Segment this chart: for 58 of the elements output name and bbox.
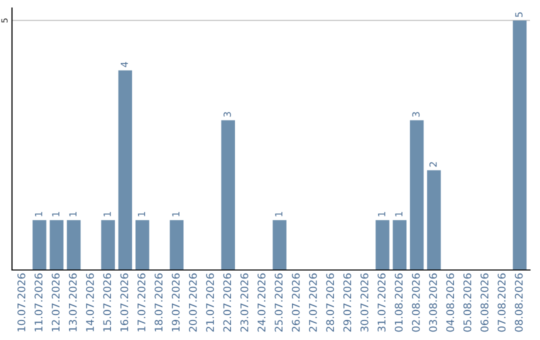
x-tick-label: 24.07.2026 <box>258 273 266 332</box>
x-tick-label: 25.07.2026 <box>274 273 283 332</box>
bar <box>118 70 132 270</box>
bar <box>410 120 424 270</box>
data-label: 1 <box>172 212 180 216</box>
x-tick-label: 11.07.2026 <box>34 273 42 332</box>
data-label: 1 <box>395 212 402 216</box>
bar <box>50 220 64 270</box>
data-label: 5 <box>515 12 523 17</box>
x-tick-label: 29.07.2026 <box>343 273 352 332</box>
data-label: 2 <box>429 162 437 167</box>
data-label: 1 <box>69 212 76 216</box>
x-tick-label: 12.07.2026 <box>52 273 60 332</box>
data-label: 1 <box>378 212 386 216</box>
x-tick-label: 13.07.2026 <box>68 273 77 332</box>
x-tick-label: 15.07.2026 <box>103 273 112 332</box>
x-tick-label: 14.07.2026 <box>86 273 94 332</box>
x-tick-label: 26.07.2026 <box>292 273 300 332</box>
x-tick-label: 31.07.2026 <box>378 273 386 332</box>
x-tick-label: 18.07.2026 <box>154 273 163 332</box>
x-tick-label: 10.07.2026 <box>17 273 26 332</box>
bar <box>427 170 441 270</box>
data-label: 1 <box>52 212 60 216</box>
x-tick-label: 06.08.2026 <box>480 273 488 332</box>
bar <box>32 220 46 270</box>
x-tick-label: 03.08.2026 <box>429 273 437 332</box>
x-tick-label: 23.07.2026 <box>240 273 248 332</box>
x-tick-label: 01.08.2026 <box>394 273 403 332</box>
bar <box>272 220 286 270</box>
x-tick-label: 22.07.2026 <box>223 273 232 332</box>
x-tick-label: 19.07.2026 <box>172 273 180 332</box>
x-tick-label: 20.07.2026 <box>188 273 197 332</box>
data-label: 1 <box>35 212 42 216</box>
bar <box>66 220 81 270</box>
data-label: 1 <box>275 212 282 216</box>
bar <box>221 120 235 270</box>
data-label: 4 <box>120 62 128 68</box>
bar <box>392 220 407 270</box>
bar <box>101 220 115 270</box>
x-tick-label: 05.08.2026 <box>463 273 472 332</box>
bar <box>135 220 150 270</box>
x-tick-label: 21.07.2026 <box>206 273 214 332</box>
bar <box>512 20 527 270</box>
bar <box>170 220 184 270</box>
bar <box>376 220 390 270</box>
x-tick-label: 16.07.2026 <box>120 273 128 332</box>
x-tick-label: 02.08.2026 <box>412 273 420 332</box>
x-tick-label: 30.07.2026 <box>360 273 368 332</box>
x-tick-label: 17.07.2026 <box>138 273 146 332</box>
x-tick-label: 28.07.2026 <box>326 273 334 332</box>
x-tick-label: 07.08.2026 <box>498 273 506 332</box>
data-label: 1 <box>138 212 146 216</box>
data-label: 1 <box>104 212 111 216</box>
data-label: 3 <box>224 112 231 117</box>
x-tick-label: 04.08.2026 <box>446 273 454 332</box>
data-label: 3 <box>412 112 420 117</box>
x-tick-label: 27.07.2026 <box>309 273 317 332</box>
x-tick-label: 08.08.2026 <box>514 273 523 332</box>
